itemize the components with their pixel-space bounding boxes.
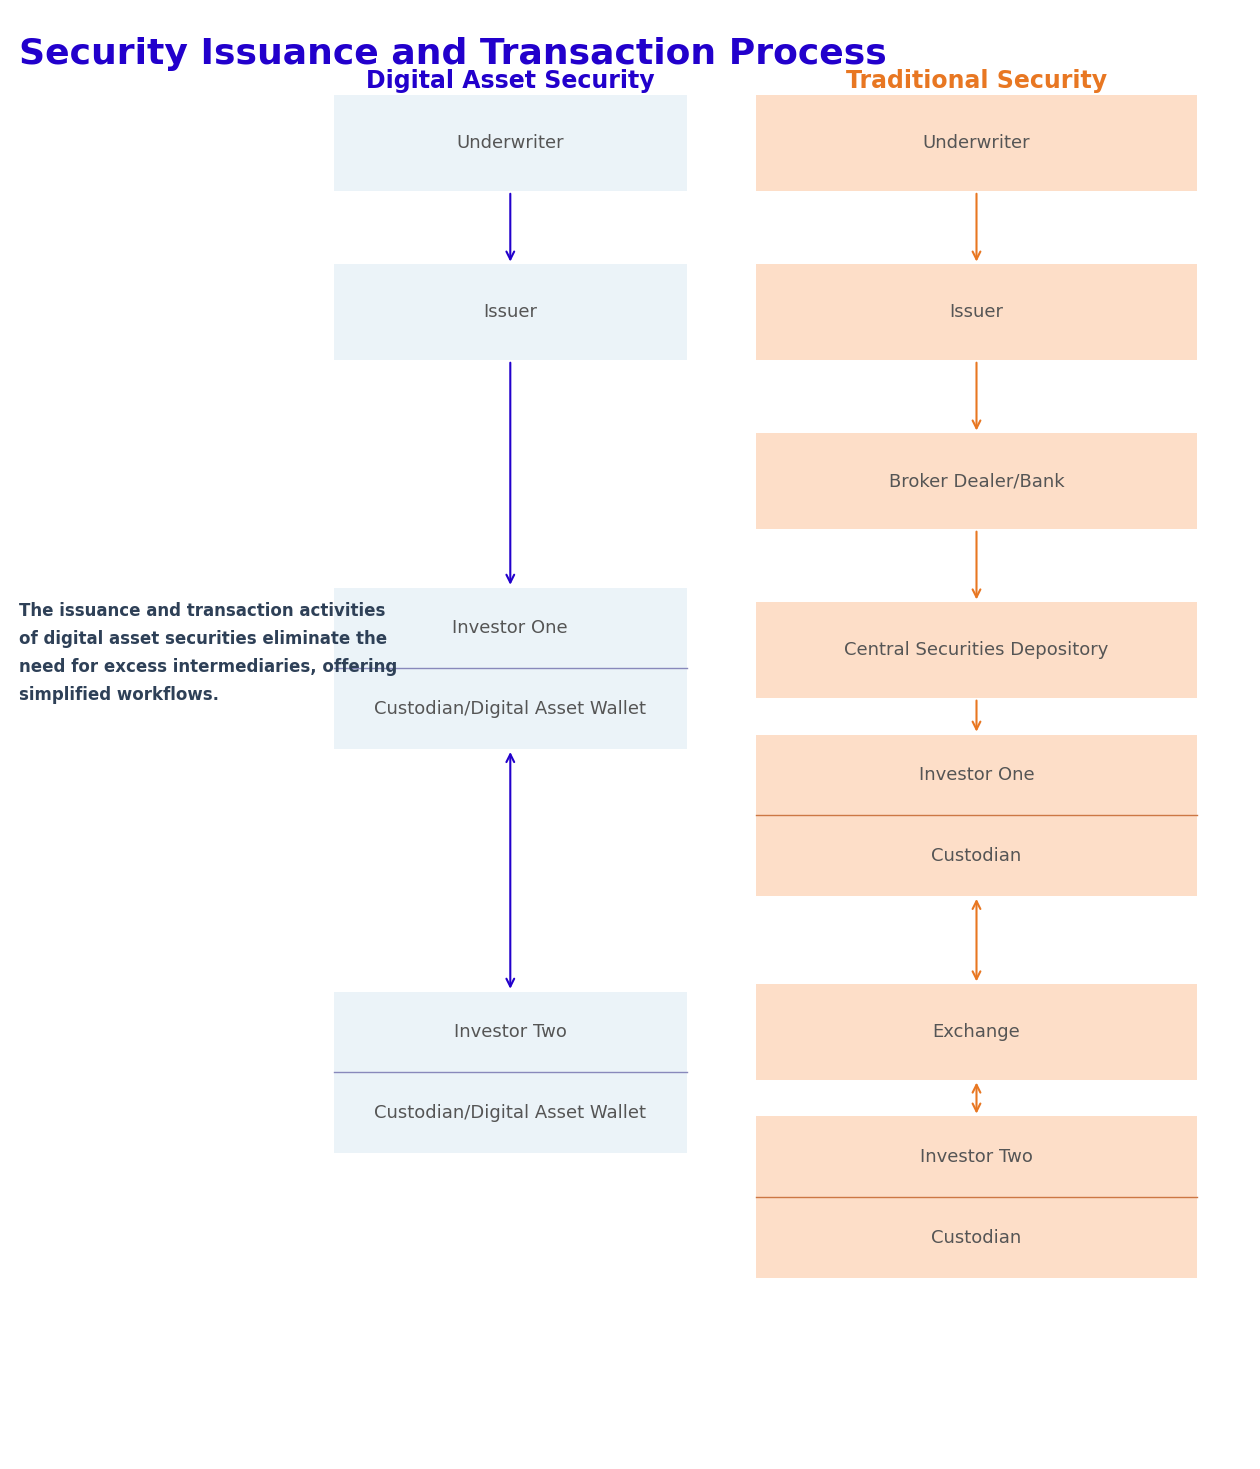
FancyBboxPatch shape — [334, 588, 687, 749]
Text: Custodian/Digital Asset Wallet: Custodian/Digital Asset Wallet — [374, 1103, 646, 1122]
FancyBboxPatch shape — [756, 602, 1197, 698]
Text: Investor Two: Investor Two — [454, 1022, 567, 1042]
FancyBboxPatch shape — [756, 264, 1197, 360]
FancyBboxPatch shape — [334, 95, 687, 191]
FancyBboxPatch shape — [756, 433, 1197, 529]
FancyBboxPatch shape — [756, 734, 1197, 896]
Text: Custodian: Custodian — [931, 846, 1022, 865]
Text: Investor One: Investor One — [452, 618, 568, 638]
Text: Digital Asset Security: Digital Asset Security — [365, 69, 655, 93]
Text: Central Securities Depository: Central Securities Depository — [844, 640, 1109, 660]
Text: Underwriter: Underwriter — [456, 134, 564, 153]
Text: The issuance and transaction activities
of digital asset securities eliminate th: The issuance and transaction activities … — [19, 602, 397, 704]
Text: Issuer: Issuer — [484, 303, 537, 322]
Text: Investor Two: Investor Two — [920, 1147, 1033, 1166]
Text: Issuer: Issuer — [950, 303, 1003, 322]
Text: Underwriter: Underwriter — [922, 134, 1031, 153]
Text: Custodian/Digital Asset Wallet: Custodian/Digital Asset Wallet — [374, 699, 646, 718]
FancyBboxPatch shape — [756, 1116, 1197, 1278]
Text: Traditional Security: Traditional Security — [845, 69, 1108, 93]
FancyBboxPatch shape — [756, 984, 1197, 1080]
FancyBboxPatch shape — [756, 95, 1197, 191]
FancyBboxPatch shape — [334, 264, 687, 360]
Text: Exchange: Exchange — [932, 1022, 1021, 1042]
Text: Broker Dealer/Bank: Broker Dealer/Bank — [888, 472, 1065, 491]
Text: Custodian: Custodian — [931, 1228, 1022, 1247]
Text: Investor One: Investor One — [919, 765, 1034, 784]
Text: Security Issuance and Transaction Process: Security Issuance and Transaction Proces… — [19, 37, 887, 71]
FancyBboxPatch shape — [334, 992, 687, 1153]
